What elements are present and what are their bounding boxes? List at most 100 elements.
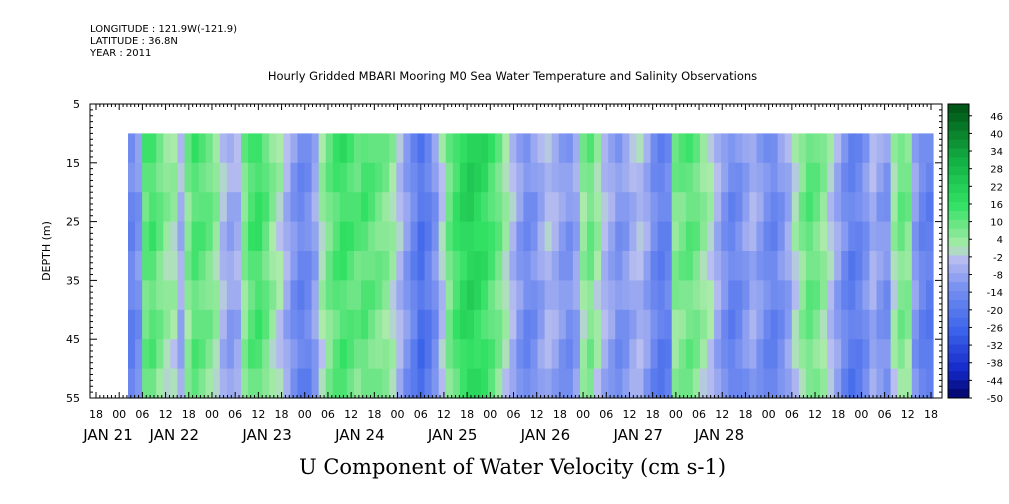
heatmap-cell bbox=[883, 251, 892, 281]
heatmap-cell bbox=[474, 192, 482, 223]
heatmap-cell bbox=[714, 309, 722, 340]
heatmap-cell bbox=[318, 251, 327, 281]
heatmap-cell bbox=[551, 133, 560, 164]
x-hour-label: 06 bbox=[878, 408, 892, 421]
heatmap-cell bbox=[699, 133, 708, 164]
heatmap-cell bbox=[205, 309, 214, 340]
heatmap-cell bbox=[530, 133, 539, 164]
heatmap-cell bbox=[763, 133, 772, 164]
x-hour-label: 18 bbox=[738, 408, 752, 421]
heatmap-cell bbox=[862, 251, 871, 281]
heatmap-cell bbox=[502, 192, 510, 223]
heatmap-cell bbox=[438, 309, 447, 340]
heatmap-cell bbox=[240, 368, 249, 399]
heatmap-cell bbox=[269, 133, 277, 164]
heatmap-cell bbox=[728, 339, 736, 370]
heatmap-cell bbox=[226, 251, 235, 281]
heatmap-cell bbox=[438, 339, 447, 370]
colorbar-label: -38 bbox=[987, 359, 1003, 370]
heatmap-cell bbox=[170, 339, 179, 370]
heatmap-cell bbox=[812, 251, 821, 281]
heatmap-cell bbox=[389, 251, 397, 281]
heatmap-cell bbox=[728, 162, 736, 193]
heatmap-cell bbox=[135, 368, 143, 399]
heatmap-cell bbox=[410, 280, 419, 311]
heatmap-cell bbox=[714, 251, 722, 281]
x-hour-label: 00 bbox=[391, 408, 405, 421]
heatmap-cell bbox=[361, 280, 369, 311]
colorbar-label: -2 bbox=[993, 253, 1003, 264]
heatmap-cell bbox=[834, 309, 842, 340]
heatmap-cell bbox=[615, 251, 623, 281]
heatmap-cell bbox=[862, 309, 871, 340]
heatmap-cell bbox=[911, 192, 920, 223]
heatmap-cell bbox=[283, 251, 292, 281]
y-tick-label: 15 bbox=[66, 157, 80, 170]
longitude-label: LONGITUDE : 121.9W(-121.9) bbox=[90, 24, 237, 35]
heatmap-cell bbox=[763, 309, 772, 340]
heatmap-cell bbox=[255, 192, 263, 223]
heatmap-cell bbox=[749, 368, 758, 399]
heatmap-cell bbox=[565, 192, 574, 223]
heatmap-cell bbox=[848, 192, 856, 223]
heatmap-cell bbox=[622, 280, 630, 311]
heatmap-cell bbox=[389, 339, 397, 370]
heatmap-cell bbox=[163, 309, 171, 340]
heatmap-cell bbox=[417, 133, 426, 164]
heatmap-cell bbox=[233, 251, 242, 281]
heatmap-cell bbox=[834, 192, 842, 223]
heatmap-cell bbox=[692, 221, 701, 252]
heatmap-cell bbox=[353, 162, 362, 193]
heatmap-cell bbox=[735, 368, 743, 399]
heatmap-cell bbox=[897, 280, 906, 311]
heatmap-cell bbox=[791, 221, 800, 252]
heatmap-cell bbox=[410, 162, 419, 193]
colorbar-label: 10 bbox=[990, 218, 1003, 229]
heatmap-cell bbox=[565, 251, 574, 281]
heatmap-cell bbox=[170, 251, 179, 281]
heatmap-cell bbox=[240, 221, 249, 252]
heatmap-cell bbox=[346, 162, 355, 193]
heatmap-cell bbox=[318, 221, 327, 252]
colorbar-label: 40 bbox=[990, 129, 1003, 140]
heatmap-cell bbox=[304, 309, 313, 340]
heatmap-cell bbox=[219, 192, 228, 223]
heatmap-cell bbox=[728, 368, 736, 399]
heatmap-cell bbox=[523, 133, 532, 164]
y-tick-label: 45 bbox=[66, 333, 80, 346]
x-hour-label: 18 bbox=[89, 408, 103, 421]
x-hour-label: 12 bbox=[251, 408, 265, 421]
heatmap-cell bbox=[142, 221, 150, 252]
heatmap-cell bbox=[177, 221, 186, 252]
heatmap-cell bbox=[488, 339, 496, 370]
heatmap-cell bbox=[304, 221, 313, 252]
heatmap-cell bbox=[142, 280, 150, 311]
heatmap-cell bbox=[262, 280, 270, 311]
heatmap-cell bbox=[664, 251, 673, 281]
colorbar-label: -8 bbox=[993, 271, 1003, 282]
heatmap-cell bbox=[502, 133, 510, 164]
heatmap-cell bbox=[297, 309, 306, 340]
x-hour-label: 18 bbox=[182, 408, 196, 421]
heatmap-cell bbox=[170, 221, 179, 252]
heatmap-cell bbox=[156, 280, 164, 311]
heatmap-cell bbox=[784, 309, 793, 340]
heatmap-cell bbox=[805, 368, 814, 399]
heatmap-cell bbox=[262, 368, 270, 399]
heatmap-cell bbox=[424, 280, 433, 311]
heatmap-cell bbox=[699, 162, 708, 193]
heatmap-cell bbox=[417, 251, 426, 281]
heatmap-cell bbox=[530, 221, 539, 252]
heatmap-cell bbox=[403, 368, 412, 399]
heatmap-cell bbox=[255, 162, 263, 193]
heatmap-cell bbox=[756, 251, 765, 281]
heatmap-cell bbox=[918, 368, 927, 399]
heatmap-cell bbox=[763, 251, 772, 281]
heatmap-cell bbox=[827, 221, 835, 252]
heatmap-cell bbox=[777, 162, 786, 193]
heatmap-cell bbox=[869, 221, 878, 252]
x-hour-label: 18 bbox=[553, 408, 567, 421]
heatmap-cell bbox=[276, 368, 284, 399]
heatmap-cell bbox=[827, 339, 835, 370]
heatmap-cell bbox=[904, 339, 913, 370]
